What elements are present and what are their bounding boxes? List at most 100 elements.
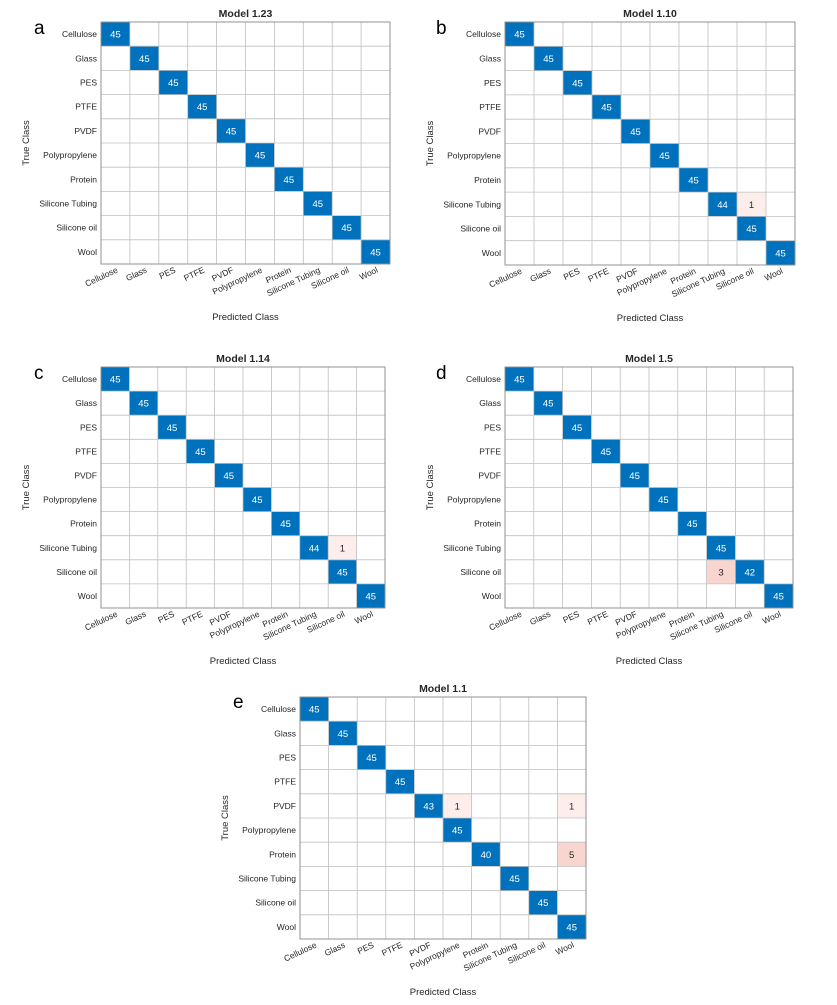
- cell-value-label: 45: [773, 591, 784, 602]
- x-tick-label-glass: Glass: [323, 940, 347, 958]
- x-tick-label-cellulose: Cellulose: [83, 265, 119, 289]
- x-tick-label-ptfe: PTFE: [586, 266, 610, 284]
- diagonal-cell-7-7: [708, 192, 737, 217]
- y-axis-label: True Class: [21, 464, 32, 510]
- cell-value-label: 45: [366, 753, 377, 764]
- diagonal-cell-6-6: [677, 511, 707, 536]
- cell-value-label: 45: [514, 30, 525, 41]
- x-tick-label-wool: Wool: [353, 609, 375, 626]
- cell-value-label: 45: [688, 175, 699, 186]
- panel-a: a Model 1.23 45 45 45 45 45 45 45 45 45 45 Cellulose…: [21, 8, 391, 323]
- y-tick-label-silicone-oil: Silicone oil: [255, 898, 296, 908]
- cell-value-label: 45: [687, 519, 698, 530]
- diagonal-cell-6-6: [471, 842, 501, 867]
- cell-value-label: 45: [452, 826, 463, 837]
- diagonal-cell-1-1: [328, 721, 358, 746]
- diagonal-cell-4-4: [214, 463, 243, 488]
- cell-value-label: 45: [138, 399, 149, 410]
- diagonal-cell-5-5: [243, 487, 272, 512]
- y-tick-label-wool: Wool: [482, 248, 501, 258]
- cell-value-label: 45: [366, 591, 377, 602]
- y-tick-label-glass: Glass: [75, 53, 97, 63]
- panel-letter: c: [34, 363, 44, 384]
- y-tick-label-ptfe: PTFE: [75, 102, 97, 112]
- y-tick-label-protein: Protein: [70, 174, 97, 184]
- cell-value-label: 45: [226, 126, 237, 137]
- diagonal-cell-8-8: [735, 559, 765, 584]
- diagonal-cell-1-1: [534, 46, 563, 71]
- plot-border: [299, 696, 587, 940]
- y-axis-label: True Class: [425, 120, 436, 166]
- diagonal-cell-9-9: [557, 914, 586, 939]
- diagonal-cell-5-5: [649, 487, 678, 512]
- diagonal-cell-4-4: [620, 463, 649, 488]
- cell-value-label: 45: [630, 127, 641, 138]
- diagonal-cell-5-5: [245, 143, 275, 168]
- cell-value-label: 45: [514, 375, 525, 386]
- y-tick-label-pvdf: PVDF: [74, 470, 97, 480]
- y-tick-label-silicone-tubing: Silicone Tubing: [238, 874, 296, 884]
- y-tick-label-ptfe: PTFE: [479, 102, 501, 112]
- cell-value-label: 45: [746, 224, 757, 235]
- x-axis-label: Predicted Class: [212, 312, 279, 323]
- cell-value-label: 40: [481, 850, 492, 861]
- cell-value-label: 45: [572, 423, 583, 434]
- cell-value-label: 45: [629, 471, 640, 482]
- y-tick-label-silicone-tubing: Silicone Tubing: [443, 543, 501, 553]
- chart-title: Model 1.23: [219, 8, 273, 20]
- y-axis-label: True Class: [425, 464, 436, 510]
- panel-letter: b: [436, 18, 447, 39]
- cell-value-label: 43: [423, 801, 434, 812]
- diagonal-cell-3-3: [385, 769, 415, 794]
- y-tick-label-pvdf: PVDF: [478, 126, 501, 136]
- x-tick-label-cellulose: Cellulose: [487, 609, 523, 633]
- diagonal-cell-4-4: [621, 119, 650, 144]
- diagonal-cell-2-2: [158, 70, 188, 95]
- y-tick-label-protein: Protein: [70, 519, 97, 529]
- y-tick-label-glass: Glass: [479, 53, 501, 63]
- diagonal-cell-7-7: [500, 866, 529, 891]
- diagonal-cell-2-2: [563, 70, 592, 95]
- cell-value-label: 44: [717, 200, 728, 211]
- panel-letter: d: [436, 363, 447, 384]
- cell-value-label: 45: [110, 375, 121, 386]
- cell-value-label: 45: [168, 78, 179, 89]
- cell-value-label: 45: [658, 495, 669, 506]
- cell-value-label: 45: [167, 423, 178, 434]
- cell-value-label: 1: [455, 801, 460, 812]
- y-tick-label-protein: Protein: [474, 519, 501, 529]
- panel-b: b Model 1.10 45 45 45 45 45 45 45 44 1 45 45 Cellulos…: [425, 8, 796, 324]
- chart-title: Model 1.14: [216, 353, 270, 365]
- y-tick-label-pes: PES: [484, 422, 501, 432]
- diagonal-cell-2-2: [157, 415, 187, 440]
- x-tick-label-cellulose: Cellulose: [83, 609, 119, 633]
- cell-value-label: 45: [538, 898, 549, 909]
- x-axis-label: Predicted Class: [410, 987, 477, 998]
- diagonal-cell-6-6: [271, 511, 300, 536]
- cell-value-label: 45: [197, 102, 208, 113]
- diagonal-cell-5-5: [650, 143, 679, 168]
- off-diagonal-cell-6-9: [557, 842, 586, 867]
- diagonal-cell-2-2: [562, 415, 592, 440]
- y-tick-label-glass: Glass: [75, 398, 97, 408]
- diagonal-cell-7-7: [299, 535, 329, 560]
- off-diagonal-cell-4-9: [557, 793, 586, 818]
- plot-border: [100, 21, 391, 265]
- diagonal-cell-7-7: [706, 535, 736, 560]
- diagonal-cell-0-0: [505, 367, 534, 392]
- diagonal-cell-1-1: [129, 46, 159, 71]
- x-tick-label-wool: Wool: [761, 609, 783, 626]
- diagonal-cell-1-1: [129, 391, 158, 416]
- x-tick-label-glass: Glass: [528, 609, 552, 627]
- y-tick-label-wool: Wool: [78, 591, 97, 601]
- cell-value-label: 45: [509, 874, 520, 885]
- x-tick-label-wool: Wool: [763, 266, 785, 283]
- cell-value-label: 42: [745, 567, 756, 578]
- diagonal-cell-0-0: [101, 367, 130, 392]
- panel-c: c Model 1.14 45 45 45 45 45 45 45 44 1 45 45 Cellulos…: [21, 353, 386, 667]
- off-diagonal-cell-7-8: [328, 535, 357, 560]
- cell-value-label: 45: [601, 103, 612, 114]
- y-tick-label-pes: PES: [279, 753, 296, 763]
- y-tick-label-silicone-tubing: Silicone Tubing: [39, 199, 97, 209]
- cell-value-label: 45: [110, 30, 121, 41]
